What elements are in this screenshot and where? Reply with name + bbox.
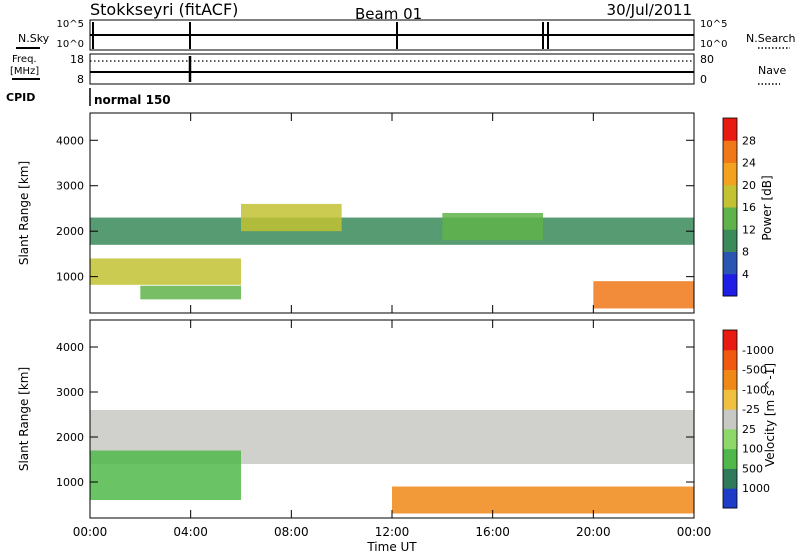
- colorbar-swatch: [723, 140, 737, 163]
- colorbar-tick-label: -1000: [742, 344, 774, 357]
- nsearch-label: N.Search: [746, 32, 796, 45]
- colorbar-tick-label: -500: [742, 364, 767, 377]
- y-tick-label: 1000: [56, 476, 84, 489]
- data-band: [140, 285, 241, 300]
- colorbar-swatch: [723, 207, 737, 230]
- data-band: [90, 258, 241, 285]
- colorbar-swatch: [723, 448, 737, 469]
- data-band: [593, 281, 694, 309]
- colorbar-tick-label: 20: [742, 179, 756, 192]
- velocity-ylabel: Slant Range [km]: [17, 367, 31, 471]
- cpid-label: CPID: [6, 91, 35, 104]
- colorbar-swatch: [723, 330, 737, 351]
- data-band: [392, 486, 694, 514]
- nsearch-tick-bottom: 10^0: [700, 39, 727, 50]
- x-tick-label: 12:00: [375, 525, 410, 539]
- beam-title: Beam 01: [355, 5, 422, 23]
- velocity-cells: [90, 410, 694, 514]
- data-band: [241, 203, 342, 232]
- freq-label-1: Freq.: [12, 54, 37, 65]
- x-axis-title: Time UT: [366, 540, 417, 554]
- station-title: Stokkseyri (fitACF): [90, 0, 238, 19]
- colorbar-swatch: [723, 369, 737, 390]
- colorbar-tick-label: 16: [742, 201, 756, 214]
- colorbar-swatch: [723, 468, 737, 489]
- freq-label-2: [MHz]: [10, 66, 39, 77]
- colorbar-tick-label: 25: [742, 423, 756, 436]
- y-tick-label: 4000: [56, 134, 84, 147]
- nave-tick-bottom: 0: [700, 73, 707, 86]
- x-tick-label: 00:00: [677, 525, 712, 539]
- x-tick-label: 08:00: [274, 525, 309, 539]
- colorbar-swatch: [723, 349, 737, 371]
- power-ylabel: Slant Range [km]: [17, 161, 31, 265]
- y-tick-label: 4000: [56, 341, 84, 354]
- colorbar-swatch: [723, 118, 737, 141]
- velocity-axes: 1000 2000 3000 4000: [56, 320, 695, 518]
- x-tick-labels: 00:00 04:00 08:00 12:00 16:00 20:00 00:00: [73, 525, 712, 539]
- freq-tick-bottom: 8: [77, 73, 84, 86]
- colorbar-swatch: [723, 428, 737, 450]
- nsky-label: N.Sky: [18, 32, 50, 45]
- colorbar-swatch: [723, 251, 737, 275]
- nave-tick-top: 80: [700, 53, 714, 66]
- colorbar-frame: [722, 117, 738, 297]
- y-tick-label: 1000: [56, 271, 84, 284]
- x-tick-label: 00:00: [73, 525, 108, 539]
- colorbar-swatch: [723, 389, 737, 410]
- colorbar-frame: [722, 329, 738, 509]
- nsky-tick-top: 10^5: [57, 19, 84, 30]
- colorbar-swatch: [723, 409, 737, 430]
- x-tick-label: 04:00: [173, 525, 208, 539]
- y-tick-label: 2000: [56, 431, 84, 444]
- colorbar-tick-label: 24: [742, 157, 756, 170]
- colorbar-tick-label: 1000: [742, 482, 770, 495]
- colorbar-swatch: [723, 162, 737, 186]
- colorbar-swatch: [723, 229, 737, 252]
- x-tick-label: 16:00: [475, 525, 510, 539]
- nsky-trace: [90, 22, 694, 49]
- colorbar-tick-label: 28: [742, 134, 756, 147]
- data-band: [90, 450, 241, 500]
- nave-label: Nave: [758, 64, 786, 77]
- colorbar-tick-label: 100: [742, 443, 763, 456]
- colorbar-tick-label: 500: [742, 462, 763, 475]
- data-band: [90, 217, 694, 245]
- colorbar-swatch: [723, 184, 737, 208]
- velocity-colorbar: 1000 500 100 25 -25 -100 -500 -1000: [722, 329, 774, 509]
- date-title: 30/Jul/2011: [607, 1, 692, 19]
- colorbar-tick-label: 8: [742, 246, 749, 259]
- x-tick-label: 20:00: [576, 525, 611, 539]
- colorbar-tick-label: 12: [742, 223, 756, 236]
- colorbar-tick-label: -25: [742, 403, 760, 416]
- y-tick-label: 2000: [56, 225, 84, 238]
- colorbar-swatch: [723, 488, 737, 509]
- y-tick-label: 3000: [56, 386, 84, 399]
- data-band: [442, 213, 543, 241]
- nsearch-tick-top: 10^5: [700, 19, 727, 30]
- velocity-colorbar-label: Velocity [m s^-1]: [763, 363, 777, 467]
- power-axes: 1000 2000 3000 4000: [56, 113, 695, 313]
- colorbar-tick-label: -100: [742, 383, 767, 396]
- power-colorbar: 4 8 12 16 20 24 28: [722, 117, 756, 297]
- power-colorbar-label: Power [dB]: [760, 175, 774, 240]
- cpid-value: normal 150: [94, 93, 171, 107]
- power-cells: [90, 203, 694, 309]
- y-tick-label: 3000: [56, 180, 84, 193]
- colorbar-tick-label: 4: [742, 268, 749, 281]
- freq-panel-frame: [89, 53, 695, 85]
- nsky-tick-bottom: 10^0: [57, 39, 84, 50]
- freq-tick-top: 18: [70, 53, 84, 66]
- colorbar-swatch: [723, 273, 737, 297]
